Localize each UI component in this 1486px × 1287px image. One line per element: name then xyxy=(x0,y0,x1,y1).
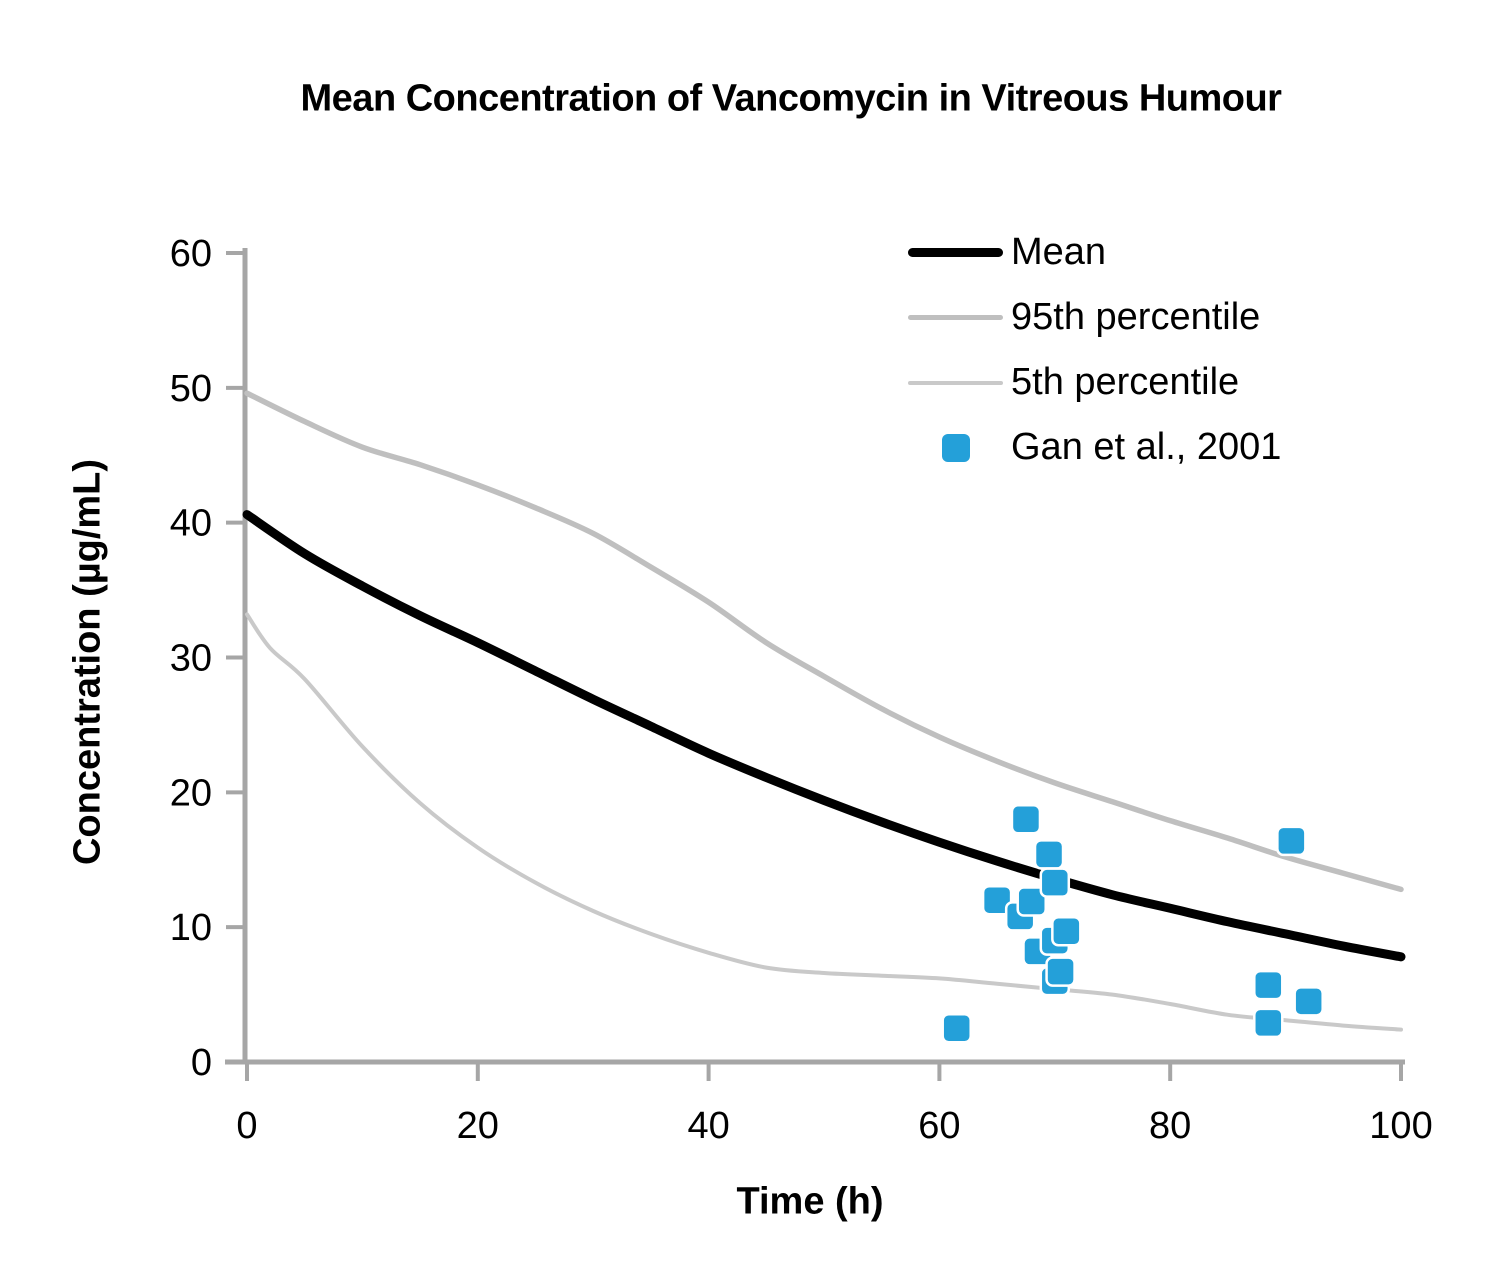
gan-et-al-2001-point xyxy=(1293,986,1324,1017)
mean-line xyxy=(242,510,1406,962)
gan-et-al-2001-point xyxy=(981,884,1013,916)
legend-label: 5th percentile xyxy=(1011,361,1240,403)
y-tick-label: 10 xyxy=(170,907,212,949)
gan-et-al-2001-point xyxy=(1051,915,1082,947)
legend-item-5th-percentile: 5th percentile xyxy=(908,350,1281,415)
5th-percentile-line xyxy=(245,612,1403,1032)
gan-et-al-2001-point xyxy=(1033,839,1065,870)
legend-label: Mean xyxy=(1011,231,1107,273)
y-tick-label: 50 xyxy=(170,368,212,410)
gan-et-al-2001-point xyxy=(1016,886,1047,917)
y-tick-label: 0 xyxy=(191,1042,212,1084)
y-tick-label: 30 xyxy=(170,638,212,680)
x-tick-label: 80 xyxy=(1149,1105,1191,1147)
x-axis-title: Time (h) xyxy=(736,1180,884,1223)
95th-percentile-line xyxy=(244,390,1404,893)
y-tick-label: 20 xyxy=(170,772,212,814)
legend-label: Gan et al., 2001 xyxy=(1011,426,1282,468)
legend-line-swatch-icon xyxy=(908,380,1003,385)
x-tick-label: 60 xyxy=(918,1105,960,1147)
x-tick-label: 40 xyxy=(687,1105,729,1147)
legend: Mean 95th percentile 5th percentile Gan et … xyxy=(908,220,1281,480)
gan-et-al-2001-point xyxy=(1010,804,1042,835)
gan-et-al-2001-point xyxy=(941,1013,972,1044)
legend-line-swatch-icon xyxy=(908,248,1003,257)
gan-et-al-2001-point xyxy=(1253,1007,1284,1039)
gan-et-al-2001-point xyxy=(1045,956,1076,987)
legend-item-gan-et-al-2001: Gan et al., 2001 xyxy=(908,415,1281,480)
chart-title: Mean Concentration of Vancomycin in Vitr… xyxy=(300,77,1282,120)
legend-item-mean: Mean xyxy=(908,220,1281,285)
legend-line-swatch-icon xyxy=(908,314,1003,321)
legend-square-marker-icon xyxy=(908,433,1003,462)
legend-item-95th-percentile: 95th percentile xyxy=(908,285,1281,350)
gan-et-al-2001-point xyxy=(1253,969,1284,1001)
legend-label: 95th percentile xyxy=(1011,296,1261,338)
gan-et-al-2001-point xyxy=(1039,867,1071,898)
gan-et-al-2001-point xyxy=(1276,825,1307,857)
x-tick-label: 100 xyxy=(1369,1105,1432,1147)
x-tick-label: 20 xyxy=(457,1105,499,1147)
y-tick-label: 40 xyxy=(170,503,212,545)
y-tick-label: 60 xyxy=(170,233,212,275)
x-tick-label: 0 xyxy=(236,1105,257,1147)
